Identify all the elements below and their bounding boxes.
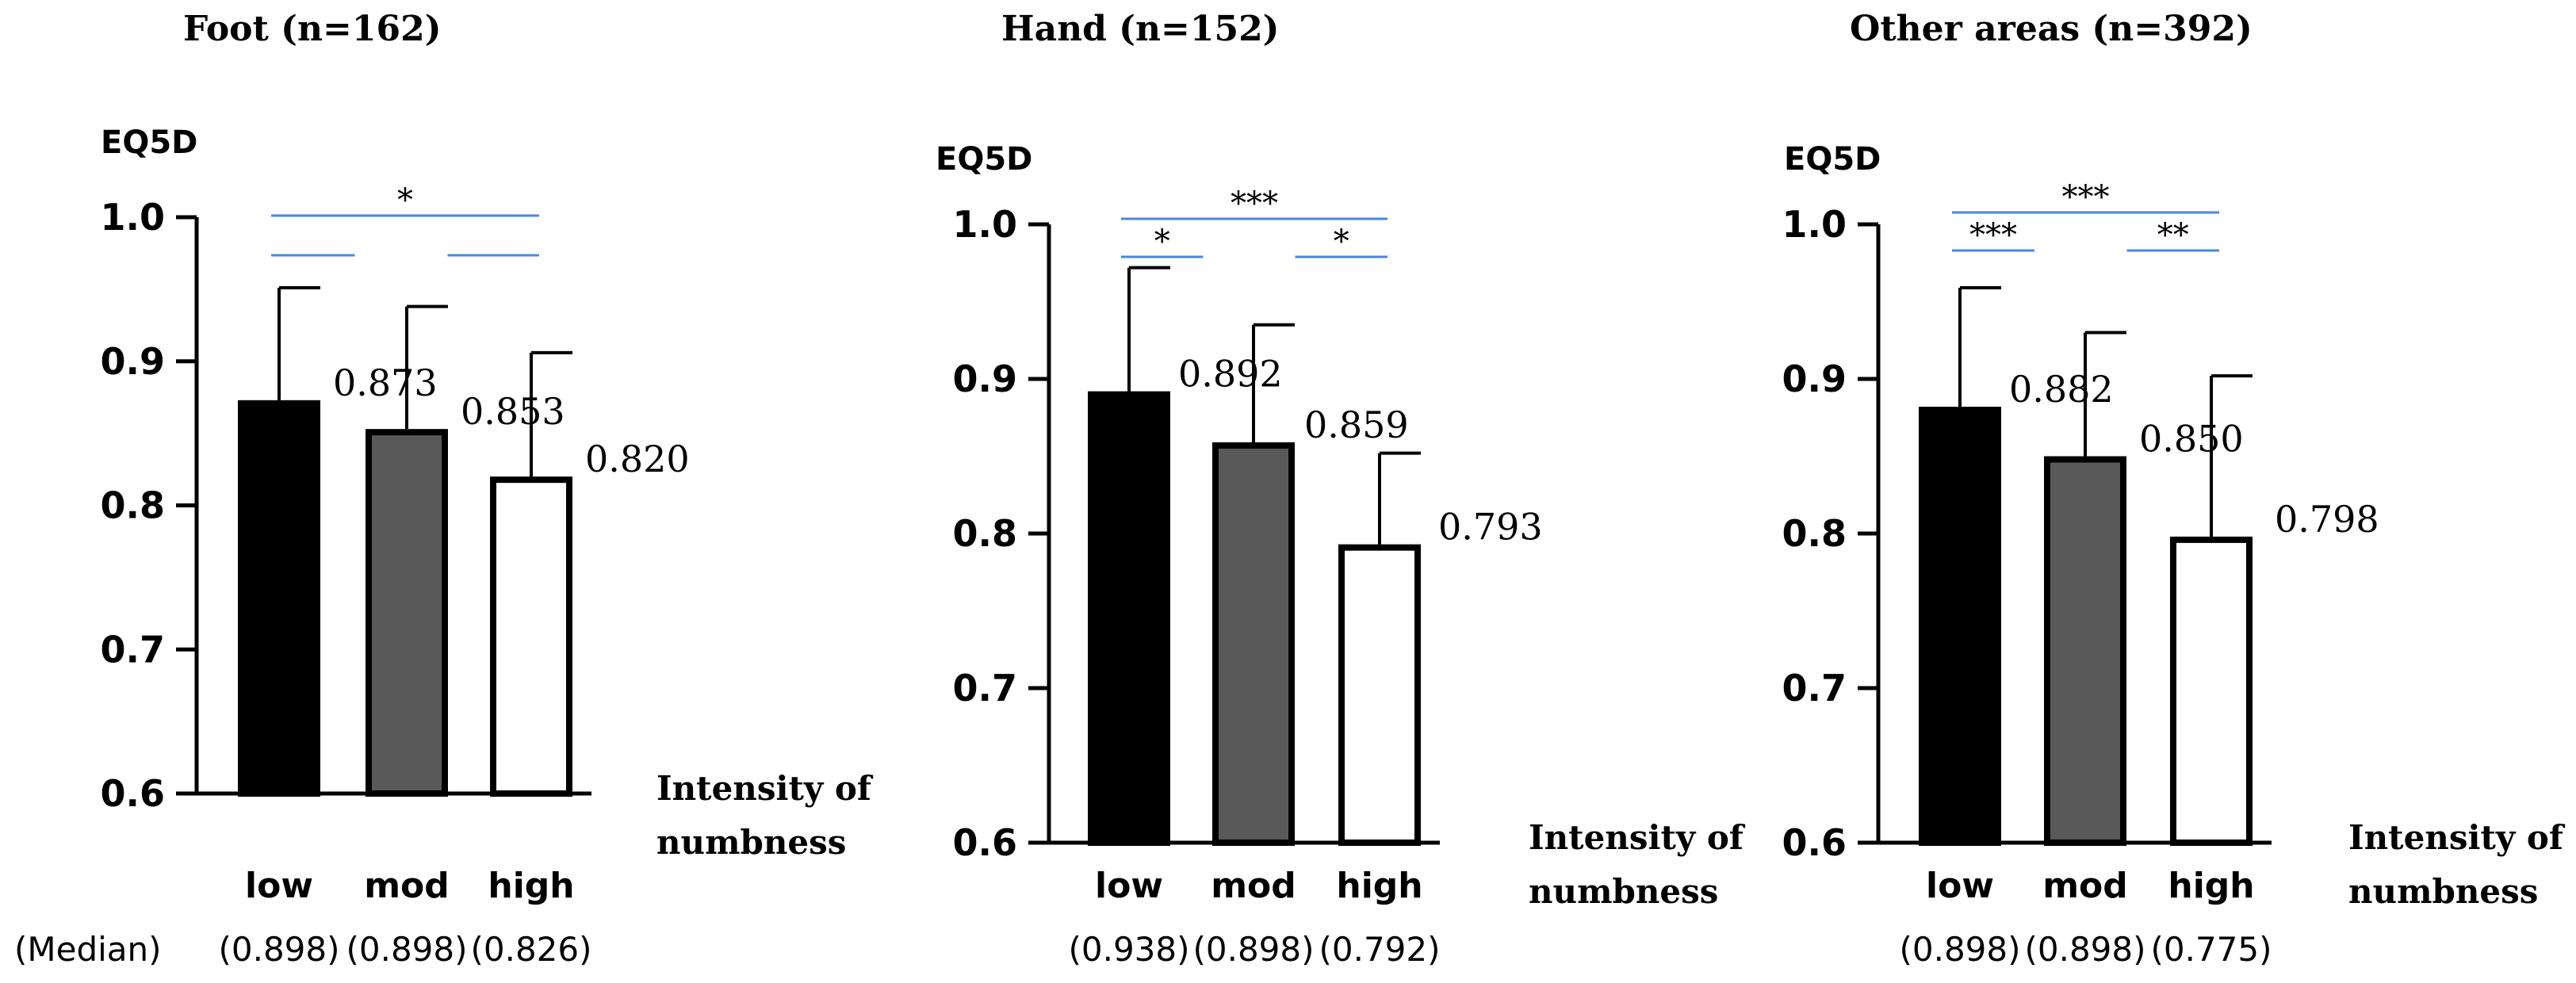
- category-label-low: low: [1926, 866, 1994, 906]
- bar-low: [238, 400, 320, 797]
- panel-title: Other areas (n=392): [1850, 9, 2253, 49]
- value-label-low: 0.892: [1178, 353, 1283, 396]
- y-tick-label: 0.6: [1782, 821, 1847, 864]
- category-label-low: low: [245, 866, 313, 906]
- y-axis-label: EQ5D: [101, 124, 197, 161]
- significance-label: ***: [1231, 186, 1278, 222]
- y-tick-label: 0.7: [1782, 667, 1847, 710]
- y-tick-label: 0.9: [1782, 358, 1847, 400]
- y-tick-label: 0.7: [953, 667, 1018, 710]
- category-label-mod: mod: [1211, 866, 1296, 906]
- y-tick-label: 0.8: [1782, 512, 1847, 555]
- y-tick-label: 1.0: [101, 196, 166, 239]
- value-label-low: 0.882: [2009, 368, 2114, 411]
- value-label-mod: 0.853: [461, 390, 565, 433]
- y-tick-label: 0.6: [953, 821, 1018, 864]
- median-label-low: (0.898): [1899, 930, 2020, 969]
- value-label-high: 0.820: [585, 438, 690, 480]
- x-axis-label-line1: Intensity of: [2348, 818, 2566, 857]
- y-tick-label: 0.9: [953, 358, 1018, 400]
- category-label-low: low: [1095, 866, 1163, 906]
- category-label-high: high: [488, 866, 574, 906]
- median-label-mod: (0.898): [1192, 930, 1314, 969]
- category-label-high: high: [1336, 866, 1422, 906]
- y-tick-label: 1.0: [953, 203, 1018, 246]
- y-tick-label: 0.6: [101, 772, 166, 815]
- significance-label: *: [397, 182, 413, 219]
- median-label-high: (0.826): [470, 930, 591, 969]
- median-label-low: (0.938): [1068, 930, 1189, 969]
- value-label-mod: 0.850: [2139, 418, 2244, 461]
- significance-label: *: [1154, 224, 1170, 260]
- y-tick-label: 0.9: [101, 340, 166, 383]
- y-tick-label: 0.8: [953, 512, 1018, 555]
- y-tick-label: 1.0: [1782, 203, 1847, 246]
- panel-title: Hand (n=152): [1001, 9, 1280, 49]
- category-label-mod: mod: [364, 866, 450, 906]
- x-axis-label-line2: numbness: [2348, 872, 2538, 911]
- bar-mod: [366, 429, 448, 797]
- significance-label: ***: [2062, 179, 2110, 216]
- value-label-mod: 0.859: [1304, 404, 1409, 446]
- y-tick-label: 0.7: [101, 628, 166, 671]
- bar-low: [1919, 407, 2001, 846]
- bar-mod: [1212, 442, 1295, 846]
- median-label-high: (0.775): [2150, 930, 2272, 969]
- bar-high: [490, 476, 572, 797]
- bar-low: [1088, 391, 1170, 847]
- x-axis-label-line1: Intensity of: [656, 769, 874, 808]
- y-tick-label: 0.8: [101, 484, 166, 527]
- median-row-label: (Median): [14, 930, 162, 969]
- category-label-high: high: [2168, 866, 2254, 906]
- median-label-high: (0.792): [1319, 930, 1440, 969]
- bar-mod: [2044, 456, 2126, 846]
- bar-high: [1338, 544, 1421, 847]
- y-axis-label: EQ5D: [936, 141, 1032, 178]
- value-label-high: 0.798: [2275, 498, 2379, 541]
- significance-label: ***: [1969, 217, 2017, 254]
- median-label-mod: (0.898): [2024, 930, 2145, 969]
- bar-high: [2170, 536, 2253, 847]
- value-label-high: 0.793: [1438, 506, 1543, 549]
- panel-title: Foot (n=162): [183, 9, 442, 49]
- x-axis-label-line2: numbness: [656, 823, 846, 862]
- value-label-low: 0.873: [333, 361, 438, 404]
- median-label-mod: (0.898): [346, 930, 467, 969]
- x-axis-label-line2: numbness: [1529, 872, 1718, 911]
- x-axis-label-line1: Intensity of: [1529, 818, 1746, 857]
- y-axis-label: EQ5D: [1784, 141, 1881, 178]
- significance-label: *: [1334, 224, 1349, 260]
- significance-label: **: [2157, 217, 2189, 254]
- category-label-mod: mod: [2042, 866, 2128, 906]
- median-label-low: (0.898): [218, 930, 339, 969]
